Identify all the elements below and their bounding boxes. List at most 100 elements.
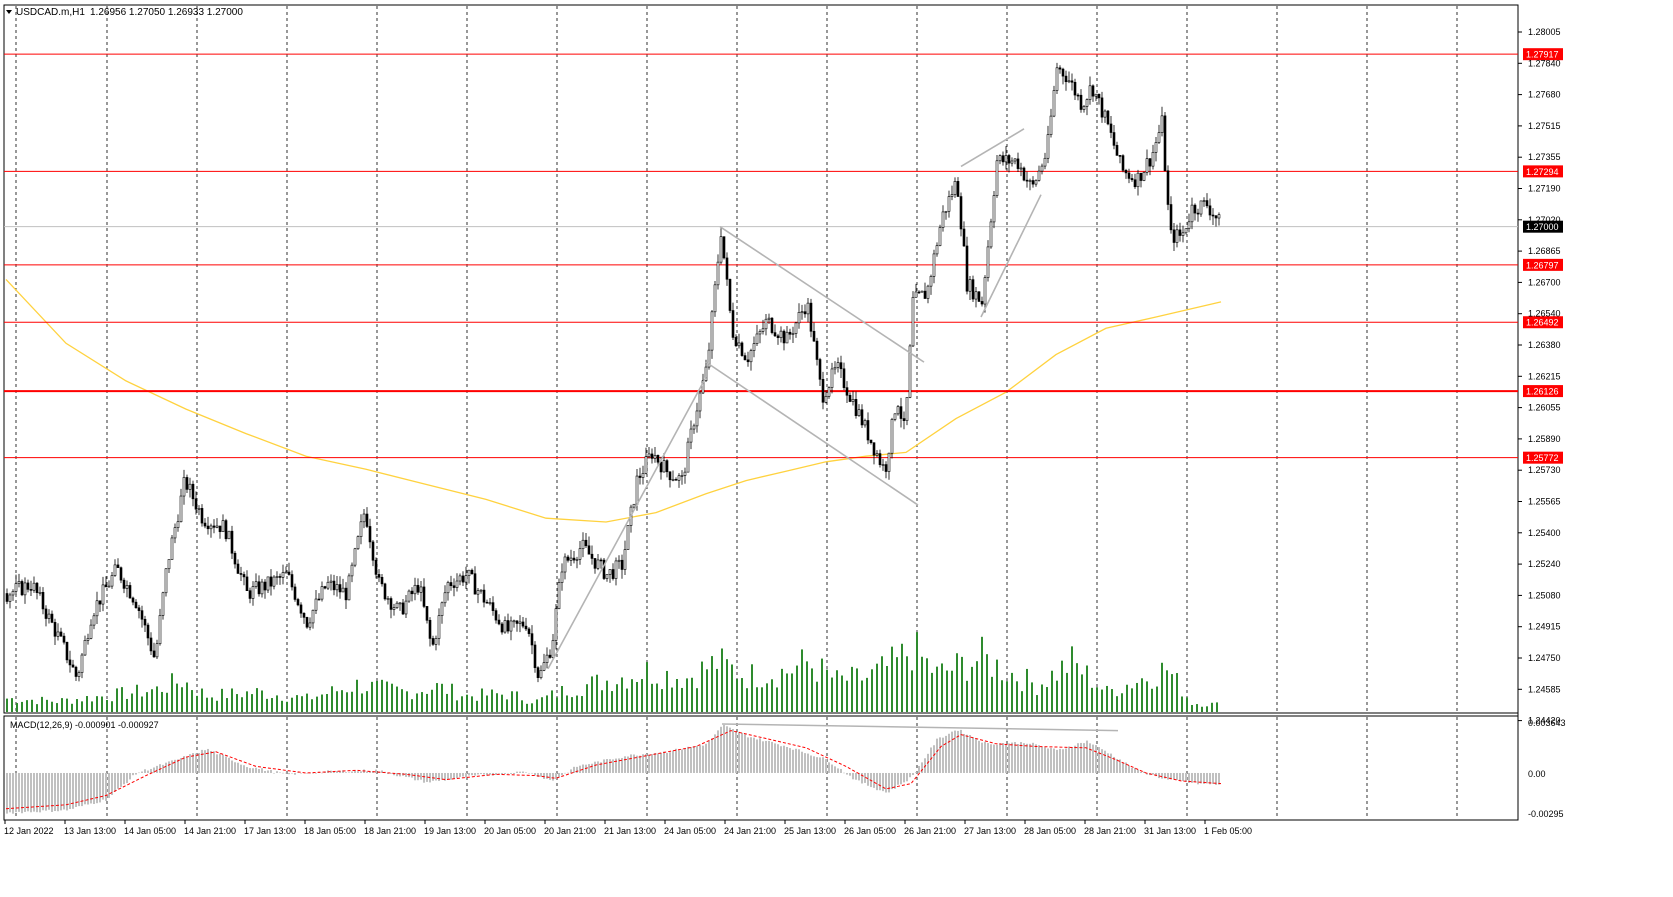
volume-bar [1156, 686, 1158, 712]
macd-histogram-bar [639, 755, 641, 773]
symbol-menu-icon[interactable] [6, 10, 12, 14]
candle-body [722, 236, 726, 259]
volume-bar [966, 680, 968, 712]
time-label: 24 Jan 21:00 [724, 826, 776, 836]
time-label: 31 Jan 13:00 [1144, 826, 1196, 836]
volume-bar [616, 684, 618, 712]
volume-bars [6, 632, 1218, 712]
candle-body [752, 343, 756, 351]
volume-bar [641, 679, 643, 712]
candle-body [1028, 180, 1032, 182]
candle-body [854, 399, 858, 416]
candle-body [755, 333, 759, 344]
price-tick-label: 1.26865 [1528, 246, 1561, 256]
macd-histogram-bar [399, 772, 401, 777]
macd-histogram-bar [744, 734, 746, 773]
volume-bar [516, 691, 518, 712]
macd-histogram-bar [966, 734, 968, 773]
macd-histogram-bar [900, 772, 902, 785]
macd-histogram-bar [891, 772, 893, 790]
time-label: 12 Jan 2022 [4, 826, 54, 836]
candle-body [452, 585, 456, 588]
macd-histogram-bar [648, 754, 650, 773]
macd-histogram-bar [567, 772, 569, 774]
macd-histogram-bar [621, 757, 623, 773]
candle-body [1157, 132, 1161, 143]
macd-histogram-bar [189, 754, 191, 773]
trendlines[interactable] [547, 128, 1042, 670]
macd-histogram-bar [774, 743, 776, 773]
candle-body [467, 569, 471, 576]
candle-body [527, 628, 531, 634]
volume-bar [606, 680, 608, 712]
volume-bar [76, 699, 78, 712]
macd-histogram-bar [306, 772, 308, 774]
volume-bar [426, 693, 428, 712]
volume-bar [416, 693, 418, 712]
volume-bar [581, 696, 583, 712]
volume-bar [796, 665, 798, 712]
volume-bar [466, 694, 468, 712]
volume-bar [681, 687, 683, 712]
volume-bar [1101, 689, 1103, 712]
volume-bar [241, 697, 243, 712]
candle-body [197, 508, 201, 510]
macd-histogram-bar [708, 740, 710, 773]
macd-histogram-bar [351, 771, 353, 773]
macd-histogram-bar [33, 772, 35, 812]
macd-histogram-bar [1209, 772, 1211, 785]
candle-body [1121, 155, 1125, 171]
candle-body [908, 345, 912, 398]
candle-body [1202, 200, 1206, 202]
macd-histogram-bar [129, 772, 131, 780]
candle-body [398, 602, 402, 605]
macd-histogram-bar [618, 758, 620, 773]
volume-bar [1046, 687, 1048, 712]
candle-body [800, 311, 804, 313]
macd-histogram-bar [804, 753, 806, 773]
candle-body [107, 585, 111, 588]
time-label: 21 Jan 13:00 [604, 826, 656, 836]
macd-histogram-bar [96, 772, 98, 804]
volume-bar [751, 664, 753, 712]
macd-histogram-bar [123, 772, 125, 785]
candle-body [485, 601, 489, 604]
volume-bar [121, 687, 123, 712]
volume-bar [1081, 674, 1083, 712]
macd-histogram-bar [72, 772, 74, 809]
horizontal-levels[interactable]: 1.27917 1.27294 1.26797 1.26492 1.26126 1.257… [4, 48, 1563, 464]
candle-body [173, 527, 177, 539]
candle-body [812, 330, 816, 342]
candle-body [848, 394, 852, 402]
candle-body [113, 564, 117, 576]
candle-body [179, 495, 183, 523]
macd-histogram-bar [342, 770, 344, 773]
macd-histogram-bar [1038, 745, 1040, 773]
candle-body [1100, 97, 1104, 118]
vertical-grid [15, 6, 1458, 819]
macd-histogram-bar [405, 772, 407, 777]
macd-histogram-bar [894, 772, 896, 789]
macd-histogram-bar [39, 772, 41, 813]
volume-bar [26, 700, 28, 712]
candle-body [806, 302, 810, 315]
candle-body [368, 526, 372, 543]
macd-histogram-bar [438, 772, 440, 781]
volume-bar [1056, 680, 1058, 712]
level-price-tag [1523, 165, 1563, 178]
volume-bar [936, 666, 938, 712]
candle-body [413, 584, 417, 595]
macd-histogram-bar [987, 743, 989, 773]
candle-body [1148, 158, 1152, 167]
volume-bar [506, 699, 508, 712]
volume-bar [731, 664, 733, 712]
volume-bar [131, 693, 133, 712]
macd-histogram-bar [192, 753, 194, 773]
macd-histogram-bar [381, 770, 383, 773]
candle-body [833, 367, 837, 370]
price-tick-label: 1.27190 [1528, 184, 1561, 194]
candle-body [446, 582, 450, 594]
volume-bar [306, 693, 308, 712]
macd-histogram-bar [663, 751, 665, 773]
